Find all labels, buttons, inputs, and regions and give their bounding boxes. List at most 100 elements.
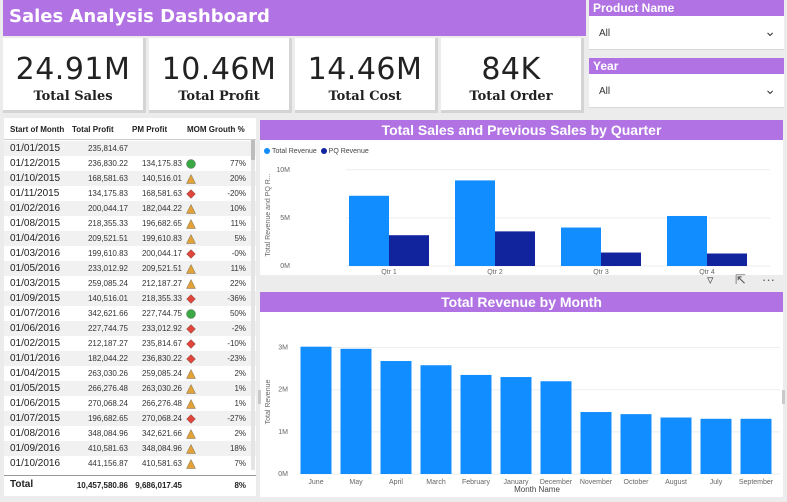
table-row[interactable]: 01/05/2015 266,276.48 263,030.26 1% [4,381,256,396]
product-name-dropdown[interactable]: All ⌄ [589,16,784,50]
table-total-row: Total 10,457,580.86 9,686,017.45 8% [4,475,256,493]
resize-handle[interactable] [258,390,261,404]
bar-month-revenue [540,381,572,474]
cell-start-of-month: 01/10/2016 [10,458,61,469]
cell-pm-profit: 263,030.26 [141,384,182,393]
status-triangle-icon [186,459,196,469]
cell-total-profit: 182,044.22 [87,354,128,363]
table-row[interactable]: 01/03/2016 199,610.83 200,044.17 -0% [4,246,256,261]
bar-month-revenue [380,361,412,474]
cell-pm-profit: 134,175.83 [141,159,182,168]
kpi-value: 14.46M [307,52,423,87]
dashboard-title: Sales Analysis Dashboard [9,6,270,27]
cell-pm-profit: 218,355.33 [141,294,182,303]
y-tick-label: 3M [278,345,288,352]
cell-start-of-month: 01/06/2016 [10,323,61,334]
visual-header-toolbar: ▿ ⇱ ··· [702,271,782,291]
cell-start-of-month: 01/03/2016 [10,248,61,259]
table-row[interactable]: 01/01/2016 182,044.22 236,830.22 -23% [4,351,256,366]
bar-pq-revenue [707,253,747,266]
status-diamond-icon [186,189,196,199]
table-row[interactable]: 01/04/2016 209,521.51 199,610.83 5% [4,231,256,246]
table-row[interactable]: 01/08/2016 348,084.96 342,621.66 2% [4,426,256,441]
table-row[interactable]: 01/09/2015 140,516.01 218,355.33 -36% [4,291,256,306]
x-axis-label: Month Name [514,485,560,494]
status-diamond-icon [186,294,196,304]
bar-month-revenue [500,377,532,474]
chevron-down-icon[interactable]: ⌄ [764,81,776,97]
column-header-pm-profit[interactable]: PM Profit [132,125,168,134]
month-chart-panel: Total Revenue by Month 0M 1M 2M 3M Total Rev… [260,292,783,497]
cell-mom-growth: 1% [234,384,246,393]
table-row[interactable]: 01/10/2016 441,156.87 410,581.63 7% [4,456,256,471]
cell-mom-growth: 10% [229,204,246,213]
table-row[interactable]: 01/08/2015 218,355.33 196,682.65 11% [4,216,256,231]
table-scrollbar[interactable] [251,140,255,470]
status-triangle-icon [186,174,196,184]
bar-month-revenue [340,348,372,474]
table-row[interactable]: 01/11/2015 134,175.83 168,581.63 -20% [4,186,256,201]
kpi-card-total-sales: 24.91M Total Sales [3,38,146,113]
cell-mom-growth: -2% [231,324,246,333]
cell-mom-growth: 1% [234,399,246,408]
table-row[interactable]: 01/07/2016 342,621.66 227,744.75 50% [4,306,256,321]
x-tick-label: November [580,479,613,486]
cell-start-of-month: 01/06/2015 [10,398,61,409]
table-row[interactable]: 01/10/2015 168,581.63 140,516.01 20% [4,171,256,186]
cell-pm-profit: 342,621.66 [141,429,182,438]
status-diamond-icon [186,249,196,259]
cell-start-of-month: 01/09/2015 [10,293,61,304]
status-triangle-icon [186,204,196,214]
year-slicer[interactable]: Year All ⌄ [589,58,784,108]
table-row[interactable]: 01/02/2016 200,044.17 182,044.22 10% [4,201,256,216]
more-options-icon[interactable]: ··· [762,272,775,287]
cell-total-profit: 235,814.67 [87,144,128,153]
legend-dot [320,148,327,154]
year-dropdown[interactable]: All ⌄ [589,74,784,108]
cell-mom-growth: 2% [234,369,246,378]
table-row[interactable]: 01/03/2015 259,085.24 212,187.27 22% [4,276,256,291]
legend-label-total-revenue: Total Revenue [272,148,317,155]
quarter-chart-title: Total Sales and Previous Sales by Quarte… [260,120,783,140]
column-header-mom-growth[interactable]: MOM Grouth % [187,125,245,134]
product-name-slicer[interactable]: Product Name All ⌄ [589,0,784,50]
cell-start-of-month: 01/07/2015 [10,413,61,424]
cell-start-of-month: 01/01/2016 [10,353,61,364]
y-tick-label: 10M [276,167,290,174]
quarter-chart-panel: Total Sales and Previous Sales by Quarte… [260,120,783,275]
cell-mom-growth: 77% [229,159,246,168]
table-row[interactable]: 01/12/2015 236,830.22 134,175.83 77% [4,156,256,171]
cell-pm-profit: 212,187.27 [141,279,182,288]
filter-icon[interactable]: ▿ [707,272,714,287]
x-tick-label: September [739,479,774,486]
table-row[interactable]: 01/02/2015 212,187.27 235,814.67 -10% [4,336,256,351]
status-triangle-icon [186,399,196,409]
x-tick-label: June [308,479,323,486]
column-header-total-profit[interactable]: Total Profit [72,125,114,134]
cell-pm-profit: 209,521.51 [141,264,182,273]
status-diamond-icon [186,324,196,334]
status-diamond-icon [186,339,196,349]
table-row[interactable]: 01/06/2016 227,744.75 233,012.92 -2% [4,321,256,336]
table-row[interactable]: 01/04/2015 263,030.26 259,085.24 2% [4,366,256,381]
product-name-selected-value: All [599,28,611,39]
month-chart-svg[interactable]: 0M 1M 2M 3M Total Revenue June May April March Fe… [260,292,783,497]
profit-table[interactable]: Start of Month Total Profit PM Profit MO… [4,118,256,496]
cell-pm-profit: 259,085.24 [141,369,182,378]
table-row[interactable]: 01/07/2015 196,682.65 270,068.24 -27% [4,411,256,426]
table-row[interactable]: 01/05/2016 233,012.92 209,521.51 11% [4,261,256,276]
bar-pq-revenue [601,252,641,266]
table-row[interactable]: 01/09/2016 410,581.63 348,084.96 18% [4,441,256,456]
table-row[interactable]: 01/06/2015 270,068.24 266,276.48 1% [4,396,256,411]
focus-mode-icon[interactable]: ⇱ [735,272,746,287]
kpi-card-total-order: 84K Total Order [441,38,584,113]
column-header-start-of-month[interactable]: Start of Month [10,125,65,134]
x-tick-label: Qtr 2 [487,269,503,275]
scrollbar-thumb[interactable] [251,140,255,160]
chevron-down-icon[interactable]: ⌄ [764,23,776,39]
bar-month-revenue [460,374,492,474]
quarter-chart-svg[interactable]: 0M 5M 10M Total Revenue and PQ R... Qtr 1 Qtr… [260,120,783,275]
resize-handle[interactable] [782,390,785,404]
bar-month-revenue [660,417,692,474]
table-row[interactable]: 01/01/2015 235,814.67 [4,141,256,156]
